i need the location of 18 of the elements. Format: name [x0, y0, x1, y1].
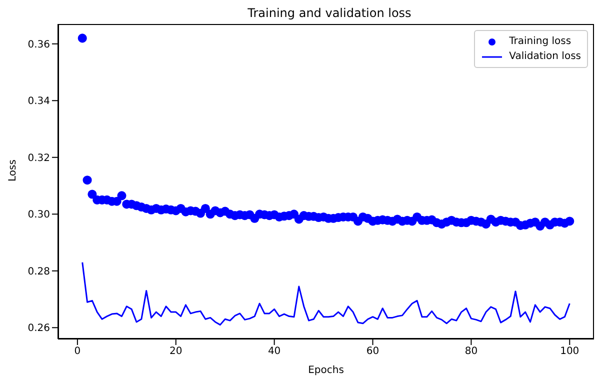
y-tick-label: 0.32 [28, 152, 50, 164]
chart-title: Training and validation loss [246, 6, 412, 20]
y-tick-label: 0.30 [28, 210, 50, 221]
y-axis-title: Loss [8, 160, 19, 182]
x-tick-label: 100 [560, 346, 580, 358]
x-tick-label: 0 [74, 346, 81, 358]
y-tick-label: 0.28 [28, 266, 50, 278]
line-series [82, 262, 570, 326]
legend-label: Validation loss [509, 51, 581, 62]
x-tick-label: 20 [170, 346, 182, 358]
legend-label: Training loss [509, 36, 572, 47]
x-axis-title: Epochs [308, 365, 344, 376]
y-tick-label: 0.36 [28, 39, 50, 50]
x-tick-label: 40 [268, 346, 281, 358]
y-tick-label: 0.34 [28, 96, 50, 108]
y-tick-label: 0.26 [28, 323, 50, 334]
x-tick-label: 60 [366, 346, 380, 358]
x-tick-label: 80 [464, 346, 478, 358]
